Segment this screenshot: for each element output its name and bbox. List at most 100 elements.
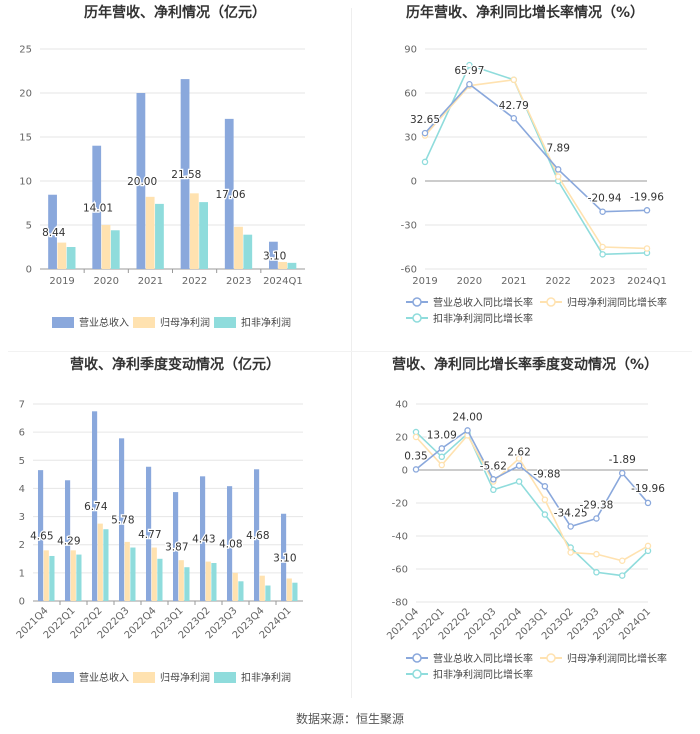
data-point — [438, 461, 446, 469]
data-label: -19.96 — [631, 483, 665, 495]
y-tick-label: 5 — [26, 221, 32, 232]
legend-marker — [546, 297, 556, 307]
y-tick-label: 1 — [19, 568, 25, 579]
bar — [70, 550, 76, 601]
bar — [43, 550, 49, 601]
legend-label: 扣非净利润同比增长率 — [433, 312, 533, 325]
data-point — [510, 76, 518, 84]
data-point — [644, 499, 652, 507]
data-label: 5.78 — [111, 515, 134, 527]
data-point — [510, 114, 518, 122]
bar — [57, 242, 67, 269]
x-tick-label: 2023 — [590, 276, 615, 287]
series-line — [415, 433, 649, 562]
chart-title: 营收、净利季度变动情况（亿元） — [70, 357, 280, 373]
bar — [157, 558, 163, 601]
data-label: 65.97 — [454, 65, 484, 77]
legend-label: 扣非净利润同比增长率 — [433, 668, 533, 681]
data-label: 4.77 — [138, 529, 161, 541]
y-tick-label: -60 — [401, 265, 417, 276]
x-tick-label: 2021 — [138, 276, 163, 287]
data-label: 20.00 — [127, 176, 157, 188]
data-label: 4.08 — [219, 539, 242, 551]
data-label: -20.94 — [588, 193, 622, 205]
quarterly-revenue-profit-chart: 012345672021Q44.652022Q14.292022Q26.7420… — [15, 400, 303, 684]
bar — [101, 225, 111, 269]
bar — [211, 563, 217, 601]
series-line — [424, 83, 648, 213]
bar — [76, 554, 82, 601]
y-tick-label: 0 — [26, 265, 32, 276]
data-label: -34.25 — [554, 508, 588, 520]
data-point — [593, 569, 600, 576]
bar — [189, 193, 199, 269]
data-point — [421, 129, 429, 137]
legend-label: 归母净利润同比增长率 — [567, 652, 667, 665]
legend-label: 营业总收入同比增长率 — [433, 652, 533, 665]
x-tick-label: 2022 — [182, 276, 207, 287]
horizontal-divider — [8, 351, 692, 352]
bar — [130, 547, 136, 601]
y-tick-label: 20 — [19, 89, 32, 100]
legend-swatch — [52, 672, 74, 683]
data-point — [554, 166, 562, 173]
data-label: 4.29 — [57, 536, 80, 548]
data-label: 14.01 — [83, 202, 113, 214]
data-label: 3.10 — [273, 552, 296, 564]
data-label: -29.38 — [580, 499, 614, 511]
bar — [118, 438, 125, 601]
y-tick-label: -60 — [392, 565, 408, 576]
bar — [269, 241, 278, 269]
y-tick-label: 10 — [19, 177, 32, 188]
bar — [110, 230, 120, 269]
y-tick-label: 25 — [19, 45, 32, 56]
legend-label: 营业总收入 — [79, 316, 129, 329]
bar — [172, 492, 179, 601]
bar — [49, 555, 55, 601]
data-point — [618, 469, 626, 477]
x-tick-label: 2019 — [49, 276, 74, 287]
x-tick-label: 2021 — [501, 276, 526, 287]
bar — [92, 145, 102, 269]
data-label: -5.62 — [480, 460, 507, 472]
x-tick-label: 2024Q1 — [263, 276, 303, 287]
data-point — [567, 549, 574, 556]
bar — [91, 411, 98, 601]
y-tick-label: 20 — [395, 433, 408, 444]
data-point — [490, 486, 497, 494]
y-tick-label: 60 — [404, 89, 417, 100]
bar — [265, 585, 271, 601]
y-tick-label: 4 — [19, 484, 25, 495]
data-point — [438, 453, 446, 461]
bar — [180, 79, 190, 269]
bar — [124, 541, 130, 601]
bar — [145, 196, 155, 269]
y-tick-label: 0 — [402, 466, 408, 477]
bar — [253, 469, 260, 601]
x-tick-label: 2023 — [226, 276, 251, 287]
x-tick-label: 2024Q1 — [627, 276, 667, 287]
bar — [48, 194, 57, 269]
series-line — [415, 431, 649, 577]
data-point — [599, 208, 606, 215]
bar — [292, 582, 298, 601]
data-point — [412, 466, 420, 473]
y-tick-label: 0 — [411, 177, 417, 188]
legend-label: 归母净利润 — [160, 671, 210, 684]
legend-label: 营业总收入同比增长率 — [433, 296, 533, 309]
data-label: 21.58 — [171, 169, 201, 181]
data-label: -19.96 — [630, 191, 664, 203]
data-point — [515, 455, 523, 462]
legend-marker — [412, 669, 422, 679]
data-label: -1.89 — [609, 454, 636, 466]
y-tick-label: -80 — [392, 598, 408, 609]
bar — [226, 486, 233, 601]
bar — [66, 247, 76, 269]
bar — [205, 561, 211, 601]
y-tick-label: 30 — [404, 133, 417, 144]
quarterly-growth-panel: 营收、净利同比增长率季度变动情况（%） -80 -60 -40 -20 0 20 40 202… — [350, 352, 700, 702]
data-label: 4.43 — [192, 534, 215, 546]
x-tick-label: 2022 — [545, 276, 570, 287]
legend-marker — [546, 653, 556, 663]
bar — [278, 261, 288, 269]
